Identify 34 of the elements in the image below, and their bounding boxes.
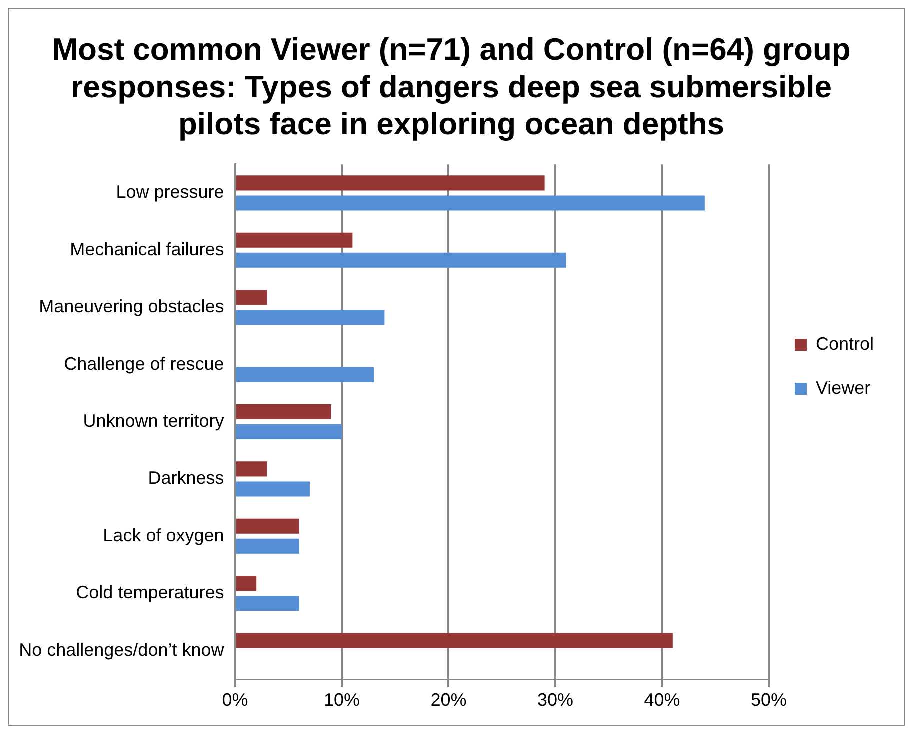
bar <box>236 633 673 648</box>
bar <box>236 538 300 554</box>
bar <box>236 196 705 211</box>
y-tick-label: No challenges/don’t know <box>19 640 226 660</box>
y-tick-label: Cold temperatures <box>76 582 224 603</box>
x-tick-label: 10% <box>324 690 360 710</box>
bar <box>236 290 268 306</box>
y-tick-label: Lack of oxygen <box>103 525 224 546</box>
bar <box>236 404 332 420</box>
bar <box>236 482 310 497</box>
bar <box>236 252 566 268</box>
chart-title: Most common Viewer (n=71) and Control (n=64) group responses: Types of dangers deep sea submersible pilots face in exploring ocean depths <box>52 32 851 142</box>
y-tick-label: Low pressure <box>116 182 224 202</box>
x-tick-label: 20% <box>430 690 467 710</box>
y-tick-label: Maneuvering obstacles <box>39 296 224 317</box>
bar <box>236 176 545 191</box>
legend-label: Control <box>816 334 874 354</box>
y-tick-label: Darkness <box>148 468 224 488</box>
bar <box>236 232 353 248</box>
bar <box>236 424 342 440</box>
x-tick-label: 0% <box>222 690 248 710</box>
y-tick-label: Unknown territory <box>83 410 224 431</box>
y-tick-label: Mechanical failures <box>70 239 224 260</box>
bar <box>236 367 374 382</box>
bar <box>236 596 300 612</box>
y-tick-label: Challenge of rescue <box>64 354 224 374</box>
x-tick-label: 30% <box>537 690 574 710</box>
bar <box>236 310 385 326</box>
bar <box>236 518 300 534</box>
legend-label: Viewer <box>816 378 871 398</box>
bar <box>236 462 268 477</box>
x-tick-label: 40% <box>644 690 680 710</box>
bar <box>236 576 257 592</box>
x-tick-label: 50% <box>750 690 787 710</box>
